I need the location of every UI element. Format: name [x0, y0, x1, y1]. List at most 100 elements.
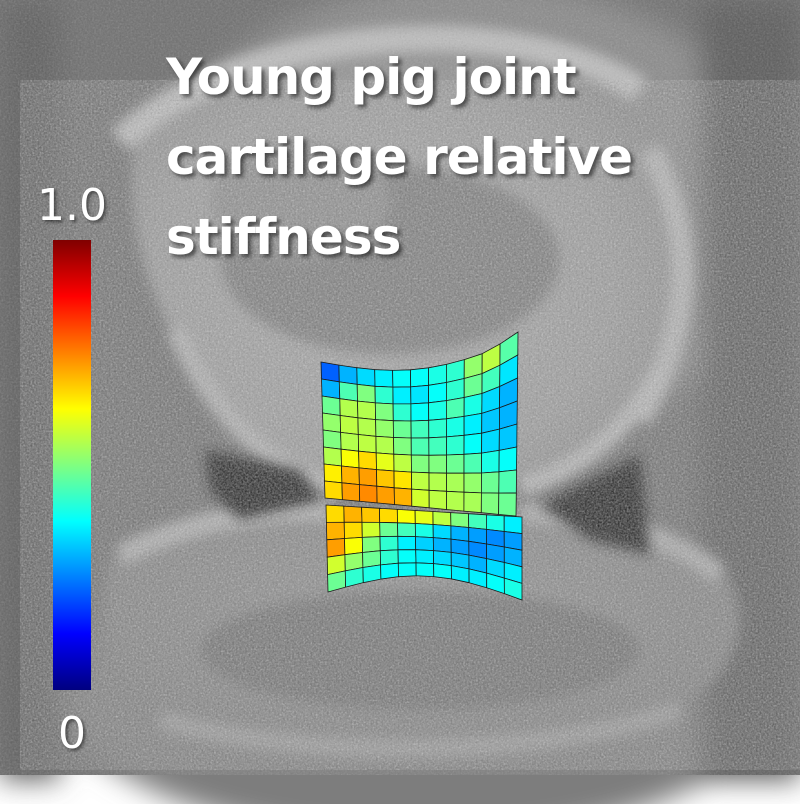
mesh-cell [374, 402, 394, 422]
mesh-cell [428, 489, 447, 510]
mesh-cell [362, 564, 382, 584]
mesh-cell [432, 511, 452, 527]
mesh-cell [485, 514, 505, 532]
mesh-cell [415, 536, 434, 552]
mesh-cell [463, 412, 483, 436]
colorbar-min-label: 0 [58, 708, 86, 759]
mesh-cell [357, 400, 377, 421]
mesh-cell [445, 378, 465, 402]
mesh-cell [450, 525, 470, 542]
title-line-1: Young pig joint [166, 48, 577, 106]
mesh-cell [446, 472, 465, 493]
mesh-cell [393, 437, 412, 456]
mesh-cell [481, 449, 500, 474]
mesh-cell [432, 537, 452, 553]
mesh-cell [379, 507, 398, 524]
mesh-cell [445, 415, 465, 438]
mesh-cell [375, 419, 394, 438]
mesh-cell [463, 491, 482, 514]
mesh-cell [446, 453, 465, 474]
lower-cartilage-mesh [325, 504, 523, 601]
mesh-cell [325, 504, 345, 523]
mesh-cell [397, 522, 416, 538]
mesh-cell [338, 381, 358, 402]
mesh-cell [340, 431, 360, 452]
mesh-cell [323, 463, 343, 484]
mesh-cell [428, 400, 447, 421]
mesh-cell [414, 523, 434, 539]
mesh-cell [446, 434, 465, 456]
mesh-cell [320, 361, 340, 383]
mesh-cell [411, 471, 430, 491]
mesh-cell [393, 487, 413, 507]
mesh-cell [340, 448, 360, 469]
mesh-cell [379, 549, 399, 566]
mesh-cell [498, 446, 518, 473]
mesh-cell [410, 419, 430, 439]
mesh-cell [339, 415, 359, 435]
mesh-cell [433, 563, 452, 580]
mesh-cell [344, 536, 364, 556]
mesh-cell [393, 453, 412, 473]
mesh-cell [393, 470, 413, 490]
mesh-cell [450, 512, 470, 528]
upper-cartilage-mesh [320, 331, 519, 517]
mesh-cell [445, 397, 465, 420]
mesh-cell [392, 403, 412, 422]
mesh-cell [463, 452, 483, 474]
mesh-cell [357, 417, 377, 437]
mesh-cell [415, 562, 435, 578]
mesh-cell [410, 402, 430, 422]
mesh-cell [396, 508, 416, 524]
mesh-cell [375, 452, 395, 472]
mesh-cell [324, 480, 343, 501]
mesh-cell [428, 363, 447, 386]
mesh-cell [428, 472, 447, 492]
mesh-cell [325, 521, 345, 541]
mesh-cell [322, 429, 342, 450]
mesh-cell [392, 386, 412, 405]
colorbar [53, 240, 91, 690]
mesh-cell [343, 521, 363, 539]
mesh-cell [358, 450, 377, 471]
mesh-cell [374, 385, 394, 405]
colorbar-max-label: 1.0 [37, 180, 107, 231]
mesh-cell [415, 549, 435, 565]
mesh-cell [410, 367, 429, 388]
mesh-cell [392, 369, 412, 388]
mesh-cell [356, 367, 376, 387]
mesh-cell [338, 364, 358, 385]
mesh-cell [428, 436, 447, 456]
mesh-cell [433, 550, 452, 567]
mesh-cell [498, 469, 517, 494]
mesh-cell [375, 435, 395, 455]
mesh-cell [376, 485, 395, 505]
mesh-cell [411, 488, 430, 509]
mesh-cell [503, 515, 523, 535]
mesh-cell [361, 521, 381, 538]
mesh-cell [428, 382, 447, 404]
mesh-cell [380, 562, 399, 580]
mesh-cell [379, 521, 399, 538]
mesh-cell [379, 535, 399, 552]
mesh-cell [463, 472, 482, 494]
mesh-cell [410, 454, 430, 474]
mesh-cell [463, 392, 483, 417]
mesh-cell [358, 467, 378, 487]
mesh-cell [480, 471, 500, 494]
mesh-cell [357, 434, 377, 454]
mesh-cell [397, 562, 417, 578]
title-line-3: stiffness [166, 208, 401, 266]
mesh-cell [374, 369, 394, 388]
mesh-cell [361, 506, 381, 523]
title-line-2: cartilage relative [166, 128, 633, 186]
mesh-cell [326, 538, 346, 558]
mesh-cell [414, 510, 434, 525]
mesh-cell [361, 536, 381, 553]
mesh-cell [341, 482, 361, 502]
mesh-cell [463, 432, 483, 455]
mesh-cell [410, 384, 430, 405]
mesh-cell [481, 428, 500, 454]
mesh-cell [356, 383, 376, 404]
